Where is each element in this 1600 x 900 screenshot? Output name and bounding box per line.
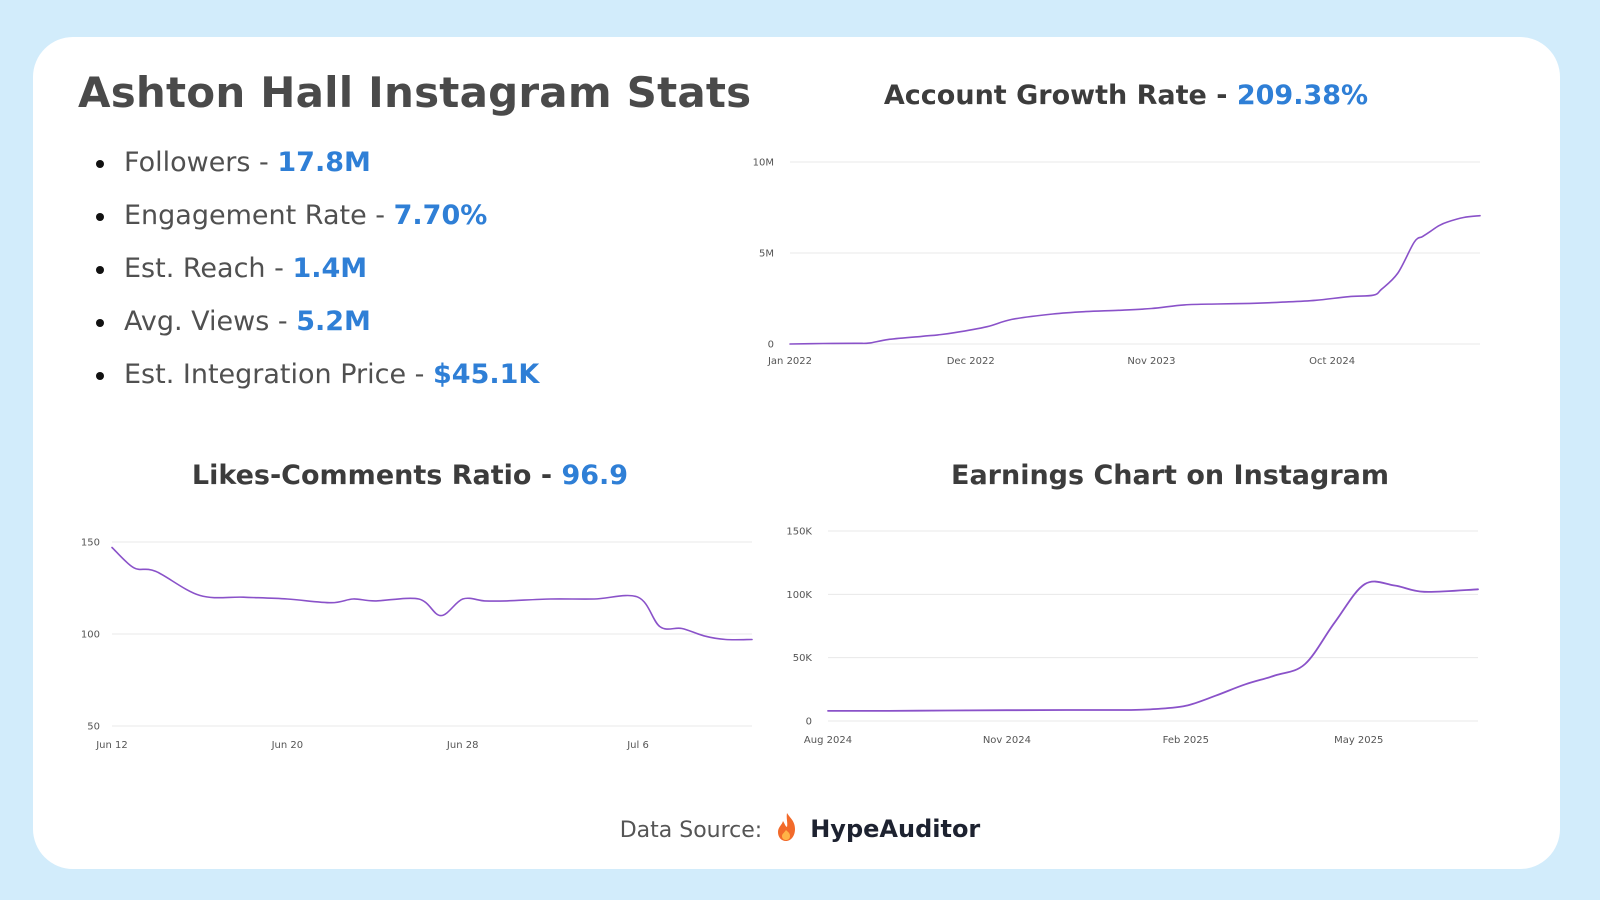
bullet-icon xyxy=(96,319,104,327)
stat-value: 1.4M xyxy=(292,253,368,284)
y-tick-label: 50 xyxy=(87,722,100,733)
likes-comments-chart-title-label: Likes-Comments Ratio - xyxy=(191,460,562,491)
growth-chart-title: Account Growth Rate - 209.38% xyxy=(796,80,1456,111)
y-tick-label: 0 xyxy=(768,340,774,351)
stat-label: Followers - xyxy=(124,147,278,178)
bullet-icon xyxy=(96,266,104,274)
stat-label: Est. Integration Price - xyxy=(124,359,434,390)
x-tick-label: Aug 2024 xyxy=(804,735,852,746)
x-tick-label: Nov 2023 xyxy=(1127,356,1175,367)
stats-card xyxy=(33,37,1560,869)
x-tick-label: Oct 2024 xyxy=(1309,356,1355,367)
stat-followers: Followers - 17.8M xyxy=(96,139,539,192)
hypeauditor-flame-icon xyxy=(775,812,799,848)
bullet-icon xyxy=(96,372,104,380)
page-title: Ashton Hall Instagram Stats xyxy=(78,68,752,117)
stats-list: Followers - 17.8M Engagement Rate - 7.70… xyxy=(96,139,539,404)
series-line xyxy=(789,214,1481,345)
y-tick-label: 0 xyxy=(806,717,812,728)
y-tick-label: 100 xyxy=(81,630,100,641)
stat-label: Engagement Rate - xyxy=(124,200,394,231)
stat-label: Est. Reach - xyxy=(124,253,293,284)
data-source-label: Data Source: xyxy=(619,818,763,843)
stat-value: 17.8M xyxy=(277,147,371,178)
hypeauditor-brand: HypeAuditor xyxy=(810,815,981,843)
data-source: Data Source: HypeAuditor xyxy=(0,812,1600,848)
bullet-icon xyxy=(96,213,104,221)
y-tick-label: 150K xyxy=(786,527,812,538)
y-tick-label: 50K xyxy=(793,653,813,664)
y-tick-label: 100K xyxy=(786,590,812,601)
x-tick-label: Dec 2022 xyxy=(947,356,995,367)
stat-engagement-rate: Engagement Rate - 7.70% xyxy=(96,192,539,245)
likes-comments-chart-title-value: 96.9 xyxy=(561,460,629,491)
stat-label: Avg. Views - xyxy=(124,306,297,337)
stat-value: 7.70% xyxy=(393,200,488,231)
series-line xyxy=(111,546,753,641)
y-tick-label: 10M xyxy=(753,158,774,169)
x-tick-label: Jun 28 xyxy=(446,740,479,751)
x-tick-label: Jun 12 xyxy=(95,740,128,751)
stat-avg-views: Avg. Views - 5.2M xyxy=(96,298,539,351)
growth-chart: 0 5M 10M Jan 2022 Dec 2022 Nov 2023 Oct 2024 xyxy=(753,158,1481,367)
growth-chart-title-label: Account Growth Rate - xyxy=(883,80,1237,111)
x-tick-label: Nov 2024 xyxy=(983,735,1031,746)
y-tick-label: 150 xyxy=(81,538,100,549)
x-tick-label: Jul 6 xyxy=(626,740,649,751)
series-line xyxy=(827,580,1479,712)
y-tick-label: 5M xyxy=(759,249,774,260)
bullet-icon xyxy=(96,160,104,168)
x-tick-label: Jun 20 xyxy=(271,740,304,751)
x-tick-label: May 2025 xyxy=(1334,735,1383,746)
earnings-chart-title-label: Earnings Chart on Instagram xyxy=(951,460,1389,491)
earnings-chart-title: Earnings Chart on Instagram xyxy=(840,460,1500,491)
stat-value: 5.2M xyxy=(296,306,371,337)
x-tick-label: Jan 2022 xyxy=(767,356,812,367)
x-tick-label: Feb 2025 xyxy=(1163,735,1209,746)
stat-value: $45.1K xyxy=(433,359,540,390)
likes-comments-chart: 50 100 150 Jun 12 Jun 20 Jun 28 Jul 6 xyxy=(81,538,753,751)
stat-integration-price: Est. Integration Price - $45.1K xyxy=(96,351,539,404)
likes-comments-chart-title: Likes-Comments Ratio - 96.9 xyxy=(120,460,700,491)
stat-est-reach: Est. Reach - 1.4M xyxy=(96,245,539,298)
earnings-chart: 0 50K 100K 150K Aug 2024 Nov 2024 Feb 2025 May … xyxy=(786,527,1479,746)
growth-chart-title-value: 209.38% xyxy=(1236,80,1369,111)
